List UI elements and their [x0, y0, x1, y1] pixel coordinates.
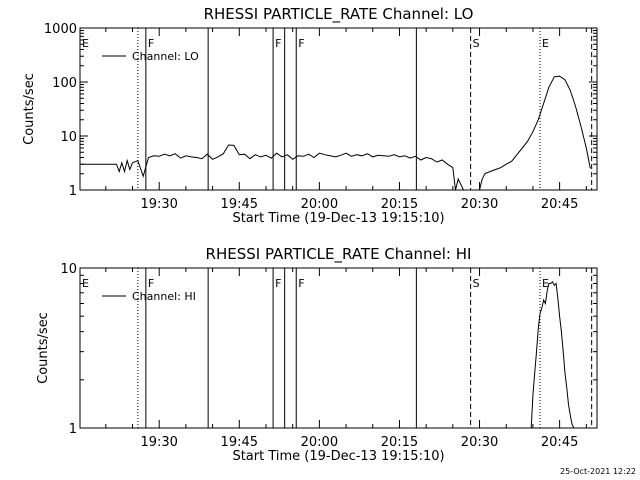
panel-2-y-axis-label: Counts/sec	[36, 312, 51, 384]
panel-1-y-axis-label: Counts/sec	[22, 73, 37, 145]
panel-2-event-marker-label: E	[82, 277, 89, 290]
panel-2-legend-label: Channel: HI	[132, 290, 196, 303]
panel-2-x-tick-label: 20:30	[461, 435, 498, 450]
panel-2-event-marker-label: F	[148, 277, 154, 290]
panel-2-event-marker-label: S	[473, 277, 480, 290]
panel-1-x-axis-label: Start Time (19-Dec-13 19:15:10)	[232, 211, 444, 226]
panel-2-event-marker-label: F	[275, 277, 281, 290]
panel-2-plot-frame	[79, 267, 598, 429]
timestamp-footer: 25-Oct-2021 12:22	[560, 467, 636, 476]
panel-1-y-tick-label: 1	[69, 184, 77, 199]
panel-1-legend-label: Channel: LO	[132, 50, 199, 63]
panel-1-y-tick-label: 1000	[44, 22, 77, 37]
panel-2-y-tick-label: 1	[69, 422, 77, 437]
panel-1-y-tick-label: 10	[60, 130, 77, 145]
panel-1-event-marker-label: F	[275, 37, 281, 50]
panel-1-x-tick-label: 20:15	[381, 197, 418, 212]
panel-2-x-axis-label: Start Time (19-Dec-13 19:15:10)	[232, 449, 444, 464]
panel-1-x-tick-label: 19:45	[221, 197, 258, 212]
panel-2-y-tick-label: 10	[60, 262, 77, 277]
panel-2-series-line	[530, 280, 575, 429]
panel-1-x-tick-label: 20:45	[541, 197, 578, 212]
panel-2-x-tick-label: 20:00	[301, 435, 338, 450]
panel-2-event-marker-label: F	[298, 277, 304, 290]
panel-1-x-tick-label: 20:30	[461, 197, 498, 212]
panel-2-x-tick-label: 20:45	[541, 435, 578, 450]
panel-2-x-tick-label: 19:45	[221, 435, 258, 450]
panel-2-chart-title: RHESSI PARTICLE_RATE Channel: HI	[206, 245, 472, 264]
panel-1-chart-title: RHESSI PARTICLE_RATE Channel: LO	[204, 5, 474, 24]
panel-1-event-marker-label: F	[298, 37, 304, 50]
panel-1-y-tick-label: 100	[52, 76, 77, 91]
panel-2-event-marker-label: E	[542, 277, 549, 290]
panel-2-x-tick-label: 19:30	[140, 435, 177, 450]
panel-1-event-marker-label: E	[542, 37, 549, 50]
panel-1-event-marker-label: S	[473, 37, 480, 50]
panel-1-event-marker-label: E	[82, 37, 89, 50]
panel-1-series-line	[80, 75, 591, 191]
panel-1-x-tick-label: 20:00	[301, 197, 338, 212]
panel-2-x-tick-label: 20:15	[381, 435, 418, 450]
panel-1-x-tick-label: 19:30	[140, 197, 177, 212]
panel-1-event-marker-label: F	[148, 37, 154, 50]
